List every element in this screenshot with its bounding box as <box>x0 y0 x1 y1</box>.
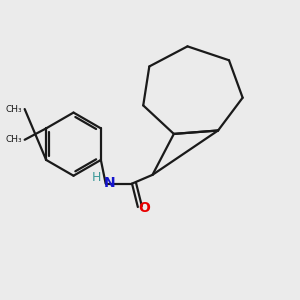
Text: CH₃: CH₃ <box>6 105 22 114</box>
Text: H: H <box>92 171 102 184</box>
Text: N: N <box>104 176 115 190</box>
Text: O: O <box>138 202 150 215</box>
Text: CH₃: CH₃ <box>6 135 22 144</box>
